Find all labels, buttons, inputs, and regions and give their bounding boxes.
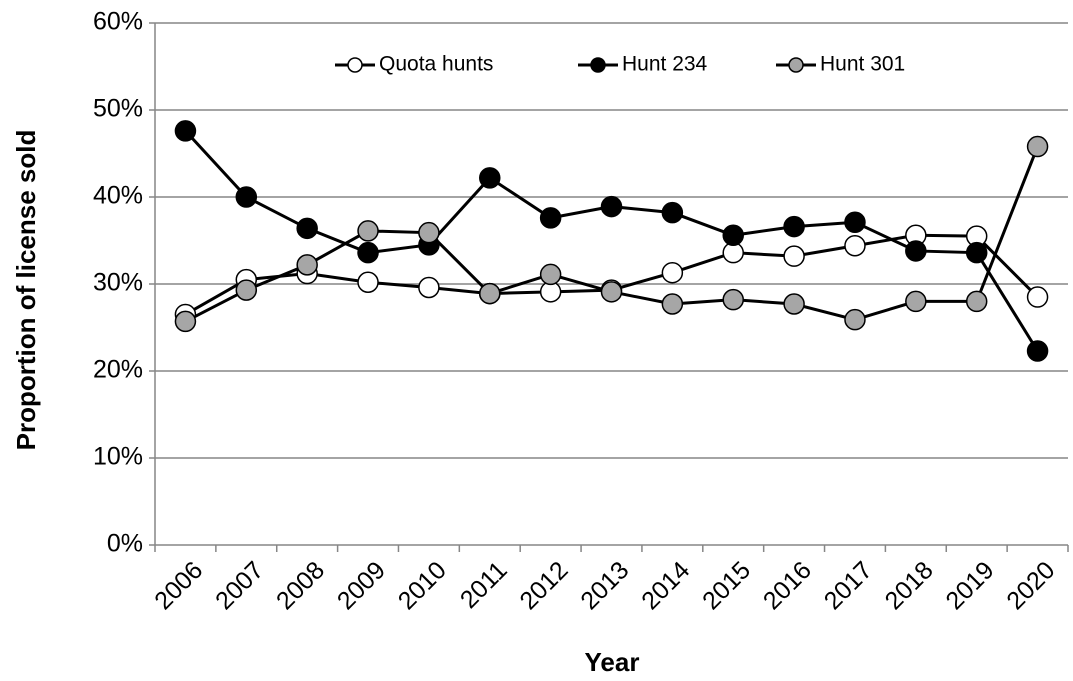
x-tick-label: 2009 [332,556,391,615]
y-tick-label: 50% [93,95,143,123]
data-point [783,293,805,315]
data-point [722,224,744,247]
x-axis-title: Year [585,647,640,677]
data-point [479,282,501,305]
data-point [479,167,501,189]
x-tick-label: 2006 [149,556,208,615]
y-axis-title: Proportion of license sold [11,130,41,451]
legend-marker [788,57,804,73]
data-point [1026,135,1049,158]
data-point [1026,286,1049,308]
x-tick-label: 2016 [758,556,817,615]
data-point [600,281,623,303]
data-point [783,215,805,238]
data-point [418,221,440,244]
data-point [357,220,379,242]
y-tick-label: 40% [93,182,143,210]
data-point [661,201,684,224]
data-point [844,308,866,331]
x-tick-label: 2008 [271,556,330,615]
data-point [661,261,684,284]
y-tick-label: 10% [93,443,143,471]
data-point [539,207,562,229]
data-point [357,241,379,264]
x-tick-label: 2012 [514,556,573,615]
data-point [783,245,805,267]
legend-label: Hunt 301 [820,53,905,76]
x-tick-label: 2017 [819,556,878,615]
data-point [174,120,197,142]
legend-marker [347,57,363,73]
y-tick-label: 30% [93,269,143,297]
x-tick-label: 2014 [636,556,695,615]
data-point [235,279,258,301]
x-tick-label: 2013 [575,556,634,615]
legend-label: Quota hunts [379,53,493,76]
y-tick-label: 20% [93,356,143,384]
x-tick-label: 2020 [1001,556,1060,615]
data-point [965,241,988,264]
data-point [418,276,440,299]
data-point [235,186,258,208]
data-point [1026,340,1049,362]
data-point [357,271,379,294]
data-point [905,290,927,313]
data-point [600,195,623,218]
x-tick-label: 2018 [880,556,939,615]
data-point [539,263,562,286]
x-tick-label: 2007 [210,556,269,615]
data-point [296,217,318,240]
legend-marker [590,57,606,73]
data-point [905,240,927,262]
x-tick-label: 2011 [455,556,513,614]
x-tick-label: 2015 [697,556,756,615]
data-point [844,211,866,233]
x-tick-label: 2019 [940,556,999,615]
data-point [661,293,684,315]
y-tick-label: 60% [93,8,143,36]
x-tick-label: 2010 [393,556,452,615]
data-point [844,234,866,257]
data-point [296,254,318,276]
data-point [722,288,744,311]
data-point [174,310,197,333]
y-tick-label: 0% [107,530,143,558]
legend-label: Hunt 234 [622,53,708,76]
data-point [965,290,988,313]
